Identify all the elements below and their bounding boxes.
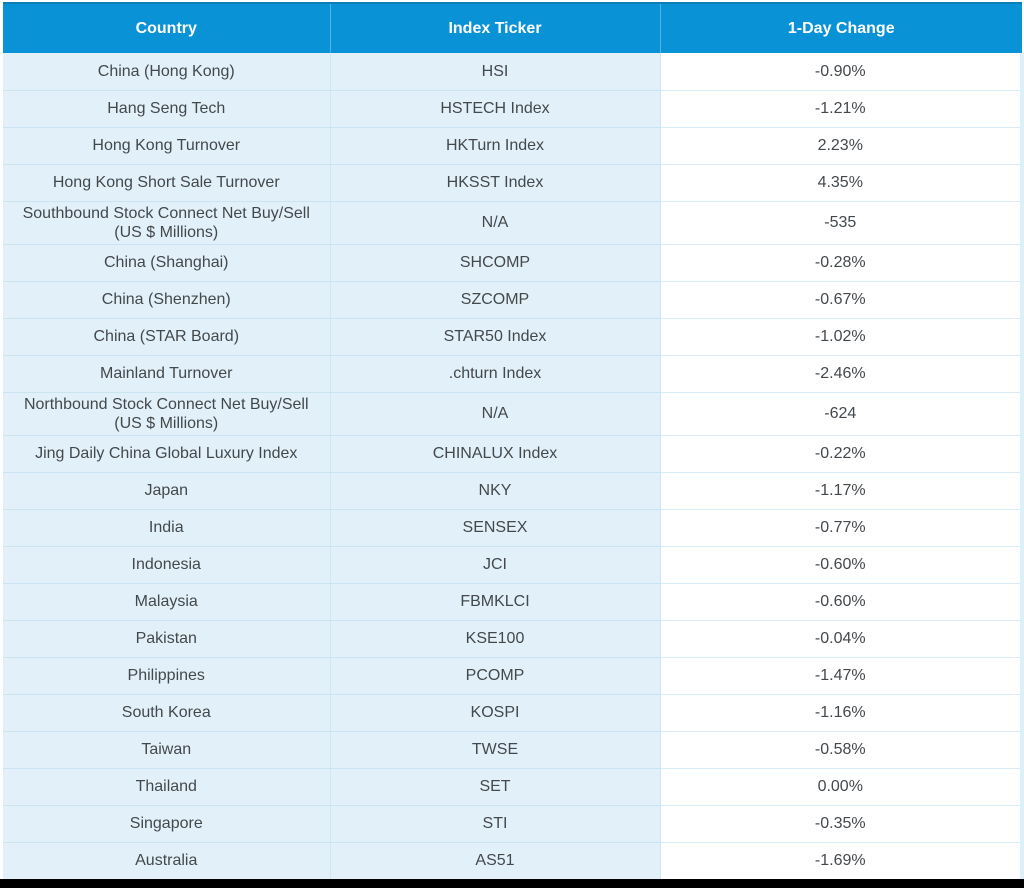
- country-cell: China (STAR Board): [3, 317, 331, 355]
- ticker-cell: NKY: [330, 471, 661, 509]
- country-cell: South Korea: [3, 693, 331, 731]
- country-cell: Northbound Stock Connect Net Buy/Sell (U…: [3, 391, 331, 435]
- table-row: India SENSEX -0.77%: [3, 508, 1024, 546]
- change-cell: -1.17%: [660, 471, 1024, 509]
- change-cell: -0.04%: [660, 619, 1024, 657]
- country-cell: China (Shenzhen): [3, 280, 331, 318]
- ticker-cell: TWSE: [330, 730, 661, 768]
- ticker-cell: SZCOMP: [330, 280, 661, 318]
- ticker-cell: HKTurn Index: [330, 126, 661, 164]
- ticker-cell: HSTECH Index: [330, 89, 661, 127]
- change-cell: -1.16%: [660, 693, 1024, 731]
- ticker-cell: CHINALUX Index: [330, 434, 661, 472]
- ticker-cell: N/A: [330, 200, 661, 244]
- change-cell: 2.23%: [660, 126, 1024, 164]
- table-row: Australia AS51 -1.69%: [3, 841, 1024, 879]
- change-cell: -0.22%: [660, 434, 1024, 472]
- country-cell: Southbound Stock Connect Net Buy/Sell (U…: [3, 200, 331, 244]
- ticker-cell: HKSST Index: [330, 163, 661, 201]
- ticker-cell: KOSPI: [330, 693, 661, 731]
- country-cell: Philippines: [3, 656, 331, 694]
- country-cell: Singapore: [3, 804, 331, 842]
- ticker-cell: HSI: [330, 53, 661, 90]
- country-cell: Hong Kong Turnover: [3, 126, 331, 164]
- change-cell: -1.02%: [660, 317, 1024, 355]
- change-cell: -0.67%: [660, 280, 1024, 318]
- change-cell: -535: [660, 200, 1024, 244]
- country-cell: Japan: [3, 471, 331, 509]
- ticker-cell: FBMKLCI: [330, 582, 661, 620]
- ticker-cell: STAR50 Index: [330, 317, 661, 355]
- country-cell: Malaysia: [3, 582, 331, 620]
- country-cell: Taiwan: [3, 730, 331, 768]
- country-cell: Thailand: [3, 767, 331, 805]
- change-cell: -0.60%: [660, 582, 1024, 620]
- market-index-table: Country Index Ticker 1-Day Change China …: [3, 2, 1024, 879]
- country-cell: China (Shanghai): [3, 243, 331, 281]
- change-cell: -0.28%: [660, 243, 1024, 281]
- ticker-cell: JCI: [330, 545, 661, 583]
- table-row: Malaysia FBMKLCI -0.60%: [3, 582, 1024, 620]
- change-cell: -0.77%: [660, 508, 1024, 546]
- table-row: Philippines PCOMP -1.47%: [3, 656, 1024, 694]
- ticker-cell: STI: [330, 804, 661, 842]
- table-row: Pakistan KSE100 -0.04%: [3, 619, 1024, 657]
- change-cell: -0.35%: [660, 804, 1024, 842]
- change-cell: -624: [660, 391, 1024, 435]
- country-cell: Hang Seng Tech: [3, 89, 331, 127]
- ticker-cell: SENSEX: [330, 508, 661, 546]
- header-cell-index-ticker: Index Ticker: [329, 2, 660, 53]
- ticker-cell: SHCOMP: [330, 243, 661, 281]
- change-cell: 4.35%: [660, 163, 1024, 201]
- ticker-cell: AS51: [330, 841, 661, 879]
- ticker-cell: KSE100: [330, 619, 661, 657]
- table-row: China (STAR Board) STAR50 Index -1.02%: [3, 317, 1024, 355]
- header-cell-country: Country: [3, 2, 330, 53]
- change-cell: -0.58%: [660, 730, 1024, 768]
- table-row: Hong Kong Short Sale Turnover HKSST Index…: [3, 163, 1024, 201]
- table-row: Jing Daily China Global Luxury Index CHIN…: [3, 434, 1024, 472]
- country-cell: China (Hong Kong): [3, 53, 331, 90]
- table-row: Japan NKY -1.17%: [3, 471, 1024, 509]
- change-cell: -1.69%: [660, 841, 1024, 879]
- table-row: China (Hong Kong) HSI -0.90%: [3, 53, 1024, 90]
- table-row: China (Shanghai) SHCOMP -0.28%: [3, 243, 1024, 281]
- table-row: Singapore STI -0.35%: [3, 804, 1024, 842]
- country-cell: Indonesia: [3, 545, 331, 583]
- header-cell-1-day-change: 1-Day Change: [659, 2, 1022, 53]
- table-row: Northbound Stock Connect Net Buy/Sell (U…: [3, 391, 1024, 435]
- table-row: Indonesia JCI -0.60%: [3, 545, 1024, 583]
- change-cell: -0.60%: [660, 545, 1024, 583]
- country-cell: India: [3, 508, 331, 546]
- change-cell: -2.46%: [660, 354, 1024, 392]
- table-header-row: Country Index Ticker 1-Day Change: [3, 2, 1022, 53]
- table-row: Mainland Turnover .chturn Index -2.46%: [3, 354, 1024, 392]
- table-row: Thailand SET 0.00%: [3, 767, 1024, 805]
- country-cell: Pakistan: [3, 619, 331, 657]
- change-cell: -1.21%: [660, 89, 1024, 127]
- table-header: Country Index Ticker 1-Day Change: [3, 2, 1022, 53]
- table-body: China (Hong Kong) HSI -0.90% Hang Seng Tech…: [3, 53, 1024, 879]
- change-cell: -0.90%: [660, 53, 1024, 90]
- ticker-cell: PCOMP: [330, 656, 661, 694]
- country-cell: Hong Kong Short Sale Turnover: [3, 163, 331, 201]
- change-cell: -1.47%: [660, 656, 1024, 694]
- ticker-cell: SET: [330, 767, 661, 805]
- table-row: Hong Kong Turnover HKTurn Index 2.23%: [3, 126, 1024, 164]
- country-cell: Jing Daily China Global Luxury Index: [3, 434, 331, 472]
- bottom-black-bar: [0, 879, 1024, 888]
- table-row: Taiwan TWSE -0.58%: [3, 730, 1024, 768]
- table-row: South Korea KOSPI -1.16%: [3, 693, 1024, 731]
- ticker-cell: .chturn Index: [330, 354, 661, 392]
- country-cell: Mainland Turnover: [3, 354, 331, 392]
- country-cell: Australia: [3, 841, 331, 879]
- table-row: Hang Seng Tech HSTECH Index -1.21%: [3, 89, 1024, 127]
- table-row: China (Shenzhen) SZCOMP -0.67%: [3, 280, 1024, 318]
- ticker-cell: N/A: [330, 391, 661, 435]
- change-cell: 0.00%: [660, 767, 1024, 805]
- table-row: Southbound Stock Connect Net Buy/Sell (U…: [3, 200, 1024, 244]
